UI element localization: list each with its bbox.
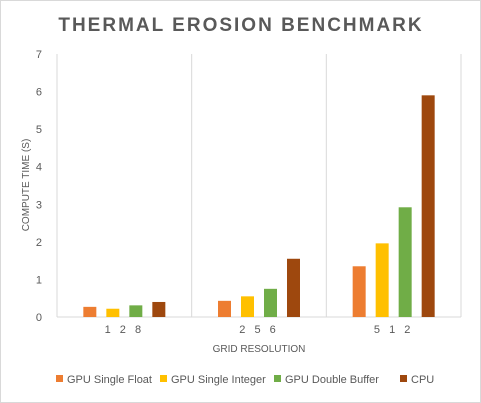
bar-gpu-single-float — [83, 307, 96, 317]
bar-gpu-single-integer — [241, 296, 254, 317]
bar-gpu-single-float — [353, 266, 366, 317]
bar-gpu-double-buffer — [264, 289, 277, 317]
y-axis-label: COMPUTE TIME (S) — [21, 139, 32, 232]
y-tick-label: 0 — [36, 312, 42, 324]
legend-label: GPU Single Integer — [171, 374, 266, 386]
bar-gpu-double-buffer — [129, 305, 142, 317]
bar-gpu-single-integer — [106, 309, 119, 317]
y-tick-label: 6 — [36, 87, 42, 99]
bar-cpu — [287, 259, 300, 317]
bar-gpu-single-float — [218, 301, 231, 317]
legend-label: CPU — [411, 374, 434, 386]
legend-swatch — [56, 375, 63, 382]
legend-swatch — [274, 375, 281, 382]
x-tick-label: 5 1 2 — [374, 324, 413, 336]
x-tick-label: 2 5 6 — [239, 324, 278, 336]
y-tick-label: 3 — [36, 199, 42, 211]
legend-swatch — [400, 375, 407, 382]
legend-label: GPU Double Buffer — [285, 374, 379, 386]
bar-gpu-double-buffer — [399, 207, 412, 317]
y-tick-label: 7 — [36, 49, 42, 61]
chart-title: THERMAL EROSION BENCHMARK — [58, 15, 423, 36]
x-axis-label: GRID RESOLUTION — [213, 344, 306, 355]
legend: GPU Single Float GPU Single Integer GPU Do… — [56, 374, 434, 386]
bar-gpu-single-integer — [376, 243, 389, 317]
y-tick-label: 1 — [36, 274, 42, 286]
bar-cpu — [152, 302, 165, 317]
bar-cpu — [422, 95, 435, 317]
plot-area: 0 1 2 3 4 5 6 7 1 2 8 2 5 6 5 1 2 — [36, 49, 461, 336]
y-tick-label: 5 — [36, 124, 42, 136]
legend-label: GPU Single Float — [67, 374, 152, 386]
y-tick-label: 4 — [36, 162, 42, 174]
y-tick-label: 2 — [36, 237, 42, 249]
x-tick-label: 1 2 8 — [105, 324, 144, 336]
legend-swatch — [160, 375, 167, 382]
